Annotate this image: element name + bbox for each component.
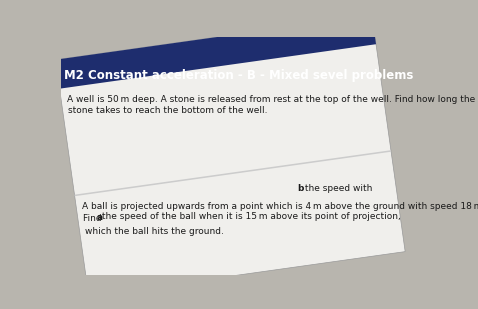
Text: a: a [97, 213, 103, 222]
Text: A well is 50 m deep. A stone is released from rest at the top of the well. Find : A well is 50 m deep. A stone is released… [67, 95, 475, 104]
Polygon shape [55, 15, 405, 296]
Text: stone takes to reach the bottom of the well.: stone takes to reach the bottom of the w… [68, 106, 268, 115]
Text: the speed with: the speed with [302, 184, 372, 193]
Text: M2 Constant acceleration - B - Mixed sevel problems: M2 Constant acceleration - B - Mixed sev… [64, 69, 413, 82]
Text: A ball is projected upwards from a point which is 4 m above the ground with spee: A ball is projected upwards from a point… [82, 202, 478, 211]
Text: which the ball hits the ground.: which the ball hits the ground. [85, 226, 224, 235]
Text: Find: Find [84, 214, 105, 223]
Text: the speed of the ball when it is 15 m above its point of projection,: the speed of the ball when it is 15 m ab… [99, 212, 404, 221]
Text: b: b [298, 184, 304, 193]
Polygon shape [55, 15, 376, 89]
Polygon shape [75, 150, 391, 196]
